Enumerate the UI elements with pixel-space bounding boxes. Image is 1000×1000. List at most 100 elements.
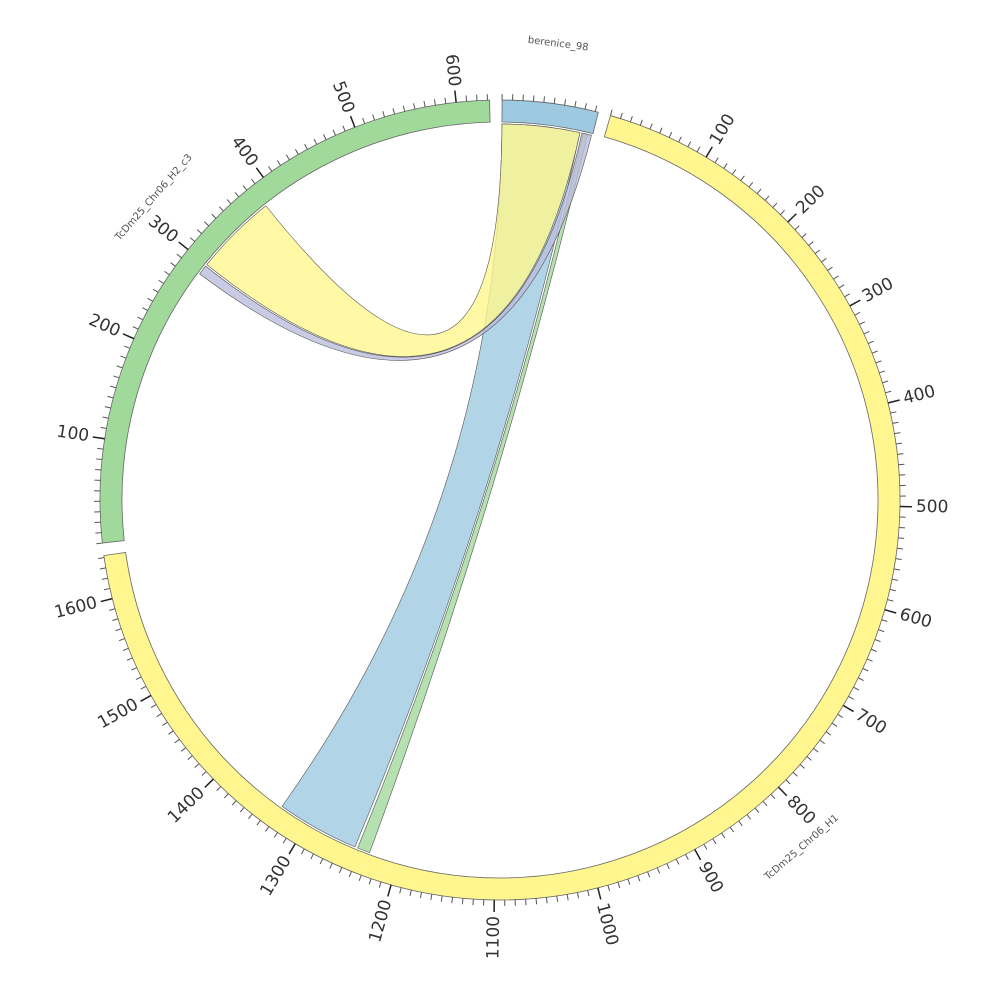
minor-tick <box>234 192 240 198</box>
minor-tick <box>273 832 279 838</box>
minor-tick <box>304 143 308 150</box>
minor-tick <box>859 321 866 325</box>
minor-tick <box>543 96 545 103</box>
minor-tick <box>799 764 805 769</box>
minor-tick <box>882 380 889 384</box>
minor-tick <box>101 577 108 580</box>
minor-tick <box>729 826 735 833</box>
minor-tick <box>103 587 111 591</box>
minor-tick <box>203 221 210 227</box>
minor-tick <box>430 894 433 901</box>
tick-label: 1500 <box>94 695 142 734</box>
minor-tick <box>738 820 743 827</box>
minor-tick <box>833 275 839 280</box>
minor-tick <box>332 129 337 136</box>
tick-label: 100 <box>706 111 740 149</box>
minor-tick <box>779 210 785 216</box>
minor-tick <box>310 853 314 860</box>
minor-tick <box>231 800 237 806</box>
minor-tick <box>879 370 886 374</box>
minor-tick <box>566 894 569 901</box>
minor-tick <box>96 458 103 461</box>
major-tick <box>842 704 854 713</box>
major-tick <box>255 167 265 178</box>
minor-tick <box>378 881 382 888</box>
minor-tick <box>825 731 832 736</box>
minor-tick <box>137 316 144 321</box>
minor-tick <box>176 253 182 259</box>
tick-label: 100 <box>55 422 90 447</box>
minor-tick <box>866 658 873 662</box>
minor-tick <box>110 385 117 389</box>
minor-tick <box>100 426 107 429</box>
minor-tick <box>164 270 170 276</box>
minor-tick <box>419 892 423 899</box>
major-tick <box>597 887 602 900</box>
tick-label: 1100 <box>483 916 504 960</box>
minor-tick <box>300 848 305 855</box>
minor-tick <box>294 149 299 155</box>
minor-tick <box>131 667 137 671</box>
major-tick <box>849 299 861 307</box>
minor-tick <box>140 685 147 690</box>
minor-tick <box>617 882 621 889</box>
minor-tick <box>113 375 120 379</box>
minor-tick <box>102 416 109 419</box>
minor-tick <box>890 411 897 414</box>
minor-tick <box>893 568 901 571</box>
minor-tick <box>889 588 896 592</box>
minor-tick <box>323 134 327 140</box>
tick-label: 1400 <box>164 783 209 828</box>
minor-tick <box>399 887 402 894</box>
minor-tick <box>892 421 899 424</box>
major-tick <box>349 115 356 128</box>
minor-tick <box>801 233 807 238</box>
minor-tick <box>189 237 196 242</box>
minor-tick <box>265 826 270 832</box>
minor-tick <box>135 676 142 681</box>
minor-tick <box>885 390 892 394</box>
major-tick <box>777 786 788 797</box>
link-ribbon <box>206 123 581 357</box>
tick-label: 900 <box>694 858 727 896</box>
minor-tick <box>862 668 869 672</box>
minor-tick <box>808 241 814 246</box>
minor-tick <box>545 897 548 904</box>
minor-tick <box>239 807 245 813</box>
minor-tick <box>285 154 290 161</box>
minor-tick <box>870 648 877 652</box>
minor-tick <box>444 97 447 104</box>
major-tick <box>140 694 152 702</box>
minor-tick <box>756 188 762 194</box>
minor-tick <box>150 704 157 709</box>
minor-tick <box>764 195 770 201</box>
minor-tick <box>162 721 168 726</box>
minor-tick <box>440 895 443 902</box>
major-tick <box>454 90 457 103</box>
minor-tick <box>392 108 396 115</box>
minor-tick <box>99 567 106 570</box>
minor-tick <box>746 814 752 820</box>
minor-tick <box>853 686 860 691</box>
minor-tick <box>109 608 116 611</box>
minor-tick <box>126 657 133 661</box>
tick-label: 500 <box>328 78 358 115</box>
minor-tick <box>609 109 613 116</box>
minor-tick <box>675 858 680 865</box>
minor-tick <box>687 141 692 148</box>
minor-tick <box>887 599 894 602</box>
minor-tick <box>226 199 232 205</box>
minor-tick <box>895 558 902 560</box>
minor-tick <box>98 557 105 559</box>
segment-arc <box>501 99 599 135</box>
major-tick <box>787 213 797 223</box>
minor-tick <box>821 258 827 263</box>
minor-tick <box>218 206 224 212</box>
segment-label: berenice_98 <box>527 35 589 54</box>
tick-label: 200 <box>792 181 829 218</box>
minor-tick <box>814 249 821 255</box>
link-ribbon <box>199 132 592 361</box>
minor-tick <box>423 101 426 108</box>
minor-tick <box>875 360 882 364</box>
minor-tick <box>848 695 854 700</box>
